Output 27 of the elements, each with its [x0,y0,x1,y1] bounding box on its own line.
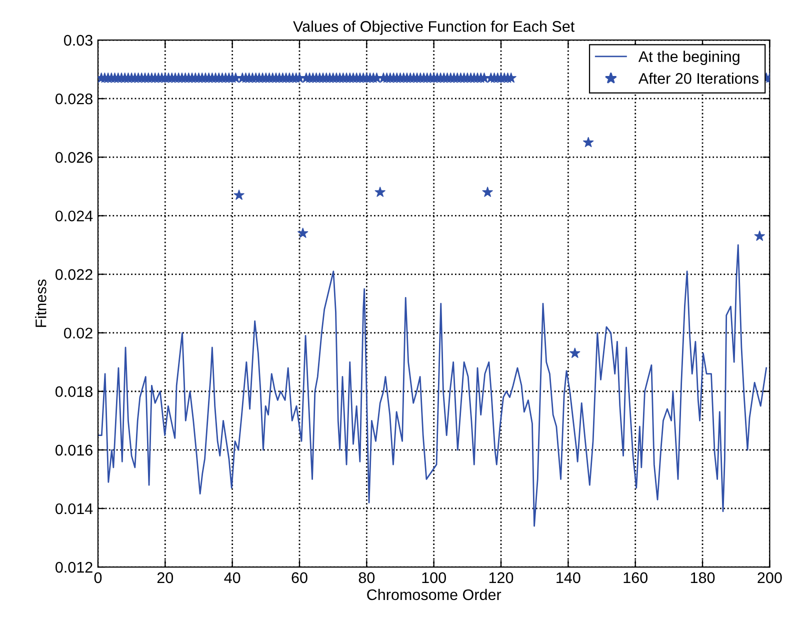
x-tick-label: 160 [624,572,648,584]
x-tick-label: 40 [224,572,240,584]
x-tick-label: 120 [489,572,514,584]
x-tick-label: 20 [157,572,174,584]
x-tick-label: 0 [94,572,102,584]
y-tick-label: 0.022 [55,269,92,280]
y-tick-label: 0.026 [55,152,92,163]
x-tick-label: 100 [422,572,446,584]
line-series [98,244,768,527]
legend-label: At the begining [638,50,740,65]
y-tick-label: 0.012 [55,562,92,573]
y-tick-label: 0.016 [55,444,92,456]
chart-title: Values of Objective Function for Each Set [293,20,575,35]
y-tick-label: 0.02 [64,328,92,339]
x-tick-label: 140 [556,572,580,584]
x-tick-label: 80 [358,572,375,584]
y-tick-label: 0.03 [64,34,92,46]
legend-label: After 20 Iterations [638,72,758,84]
y-tick-label: 0.018 [55,386,92,398]
y-tick-label: 0.024 [55,210,93,222]
x-tick-label: 60 [292,572,308,584]
y-axis-title: Fitness [35,279,46,327]
y-tick-label: 0.028 [55,93,92,104]
x-tick-label: 180 [690,572,715,584]
x-tick-label: 200 [758,572,782,584]
x-axis-title: Chromosome Order [367,588,502,600]
y-tick-label: 0.014 [55,503,93,514]
